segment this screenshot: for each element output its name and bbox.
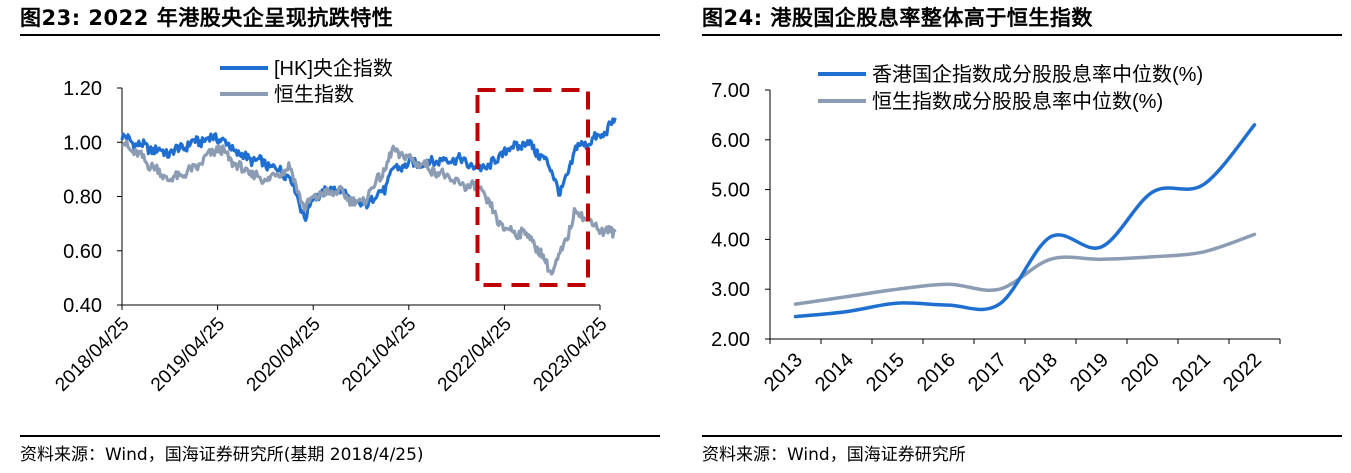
figure-title: 图23: 2022 年港股央企呈现抗跌特性 bbox=[20, 6, 394, 30]
y-tick-label: 1.20 bbox=[63, 78, 102, 100]
x-tick-label: 2021 bbox=[1168, 349, 1215, 396]
x-tick-label: 2018/04/25 bbox=[51, 314, 133, 396]
source-note: 资料来源：Wind，国海证券研究所(基期 2018/4/25) bbox=[20, 445, 424, 465]
y-tick-label: 4.00 bbox=[711, 229, 750, 251]
source-rule bbox=[20, 435, 660, 437]
x-tick-label: 2018 bbox=[1015, 349, 1062, 396]
y-tick-label: 0.60 bbox=[63, 241, 102, 263]
source-note: 资料来源：Wind，国海证券研究所 bbox=[702, 445, 966, 465]
y-tick-label: 3.00 bbox=[711, 279, 750, 301]
source-rule bbox=[702, 435, 1342, 437]
series-line-central-soe bbox=[120, 117, 617, 222]
x-tick-label: 2019 bbox=[1066, 349, 1113, 396]
figure-left: 图23: 2022 年港股央企呈现抗跌特性 1.20 1.00 0.80 0.60 0.… bbox=[0, 0, 668, 473]
x-tick-label: 2020 bbox=[1117, 349, 1164, 396]
y-tick-label: 0.80 bbox=[63, 187, 102, 209]
x-tick-label: 2023/04/25 bbox=[529, 314, 611, 396]
y-tick-label: 0.40 bbox=[63, 295, 102, 317]
x-tick-label: 2015 bbox=[862, 349, 909, 396]
x-tick-label: 2021/04/25 bbox=[338, 314, 420, 396]
chart-right: 7.00 6.00 5.00 4.00 3.00 2.00 2013 2014 2015 2016… bbox=[711, 63, 1281, 396]
y-tick-label: 6.00 bbox=[711, 130, 750, 152]
x-tick-label: 2016 bbox=[913, 349, 960, 396]
series-line-hang-seng bbox=[121, 139, 617, 276]
figure-right: 图24: 港股国企股息率整体高于恒生指数 7.00 6.00 5.00 4.00 3.0… bbox=[682, 0, 1351, 473]
y-tick-label: 1.00 bbox=[63, 132, 102, 154]
y-tick-label: 7.00 bbox=[711, 80, 750, 102]
x-tick-label: 2017 bbox=[964, 349, 1011, 396]
legend-label: 香港国企指数成分股股息率中位数(%) bbox=[872, 63, 1203, 86]
series-line-hk-soe-dividend bbox=[793, 123, 1257, 319]
y-tick-label: 2.00 bbox=[711, 329, 750, 351]
legend-label: 恒生指数 bbox=[274, 83, 354, 106]
x-tick-label: 2013 bbox=[760, 349, 807, 396]
legend-label: [HK]央企指数 bbox=[274, 57, 393, 80]
series-line-hang-seng-dividend bbox=[793, 232, 1257, 306]
title-rule bbox=[702, 34, 1342, 36]
y-tick-label: 5.00 bbox=[711, 180, 750, 202]
x-tick-label: 2014 bbox=[811, 349, 858, 396]
x-tick-label: 2019/04/25 bbox=[147, 314, 229, 396]
figure-title: 图24: 港股国企股息率整体高于恒生指数 bbox=[702, 6, 1093, 30]
title-rule bbox=[20, 34, 660, 36]
highlight-box bbox=[475, 88, 590, 287]
legend-label: 恒生指数成分股股息率中位数(%) bbox=[872, 90, 1163, 113]
x-tick-label: 2022 bbox=[1219, 349, 1266, 396]
x-tick-label: 2020/04/25 bbox=[243, 314, 325, 396]
x-tick-label: 2022/04/25 bbox=[434, 314, 516, 396]
